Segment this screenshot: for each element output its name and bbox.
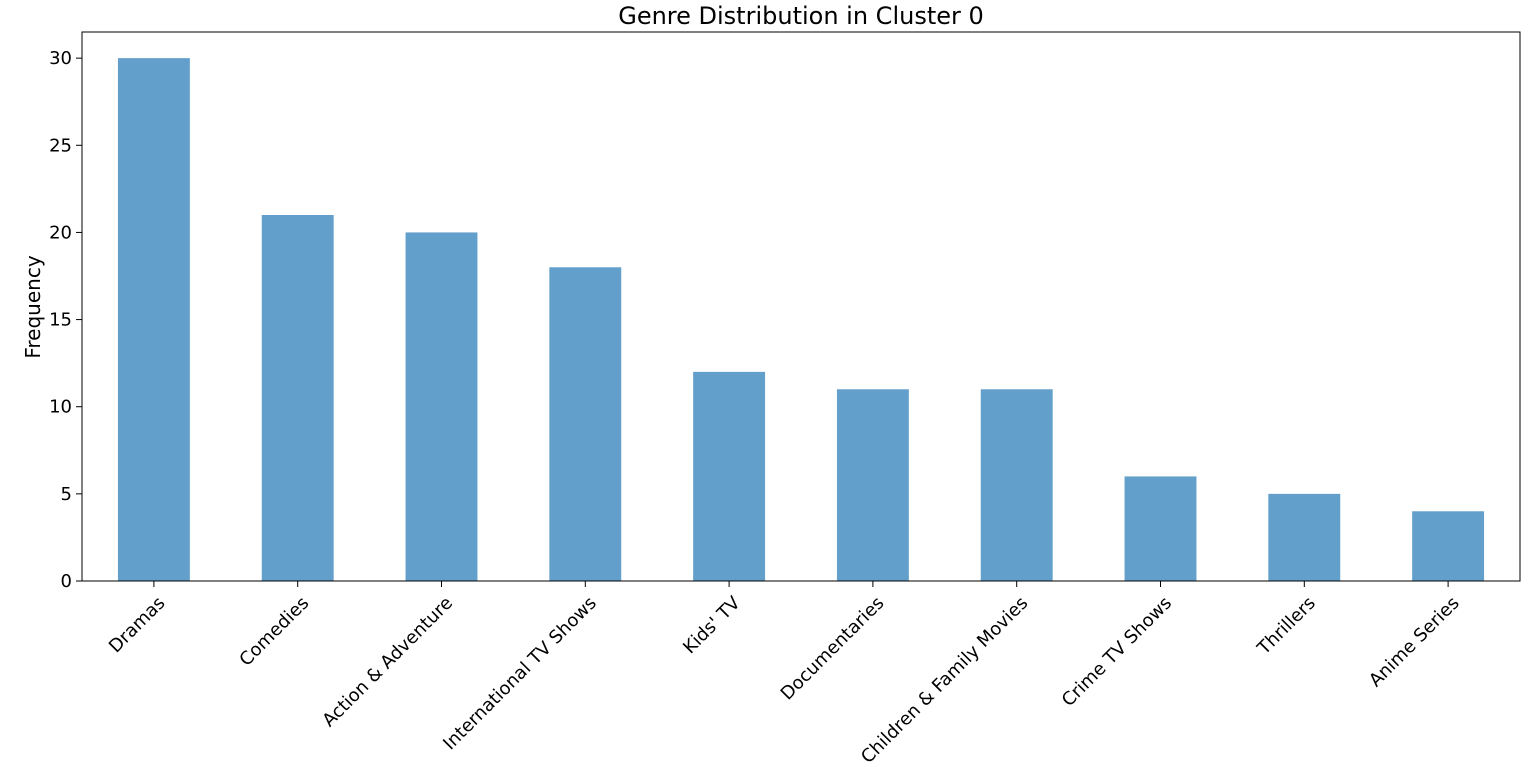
y-ticks-group: 0 5 10 15 20 25 30 xyxy=(49,48,82,592)
x-tick-label: Kids' TV xyxy=(679,592,745,658)
bar-9 xyxy=(1412,511,1485,581)
y-axis-label: Frequency xyxy=(21,255,45,358)
x-tick-label: Comedies xyxy=(235,593,313,671)
bars-group xyxy=(117,58,1485,581)
bar-1 xyxy=(261,215,334,581)
x-tick-label: Documentaries xyxy=(777,593,889,705)
bar-8 xyxy=(1268,493,1341,581)
bar-2 xyxy=(405,232,478,581)
x-tick-label: Anime Series xyxy=(1365,593,1464,692)
x-tick-label: Crime TV Shows xyxy=(1058,593,1176,711)
y-tick-label: 10 xyxy=(49,397,72,418)
x-tick-label: Action & Adventure xyxy=(318,593,457,732)
y-tick-label: 0 xyxy=(61,571,72,592)
plot-frame xyxy=(81,31,1521,582)
bar-3 xyxy=(549,267,622,581)
x-tick-label: International TV Shows xyxy=(439,593,601,755)
y-tick-label: 20 xyxy=(49,222,72,243)
bar-6 xyxy=(980,389,1053,581)
x-tick-label: Dramas xyxy=(105,593,170,658)
y-tick-label: 25 xyxy=(49,135,72,156)
x-tick-label: Children & Family Movies xyxy=(857,593,1032,762)
y-tick-label: 30 xyxy=(49,48,72,69)
bar-4 xyxy=(693,371,766,581)
y-tick-label: 15 xyxy=(49,310,72,331)
x-tick-label: Thrillers xyxy=(1253,593,1320,660)
bar-5 xyxy=(836,389,909,581)
chart-title: Genre Distribution in Cluster 0 xyxy=(618,2,984,30)
bar-0 xyxy=(117,58,190,581)
y-tick-label: 5 xyxy=(61,484,72,505)
bar-7 xyxy=(1124,476,1197,581)
x-ticks-group: Dramas Comedies Action & AdventureInternat… xyxy=(105,581,1464,767)
